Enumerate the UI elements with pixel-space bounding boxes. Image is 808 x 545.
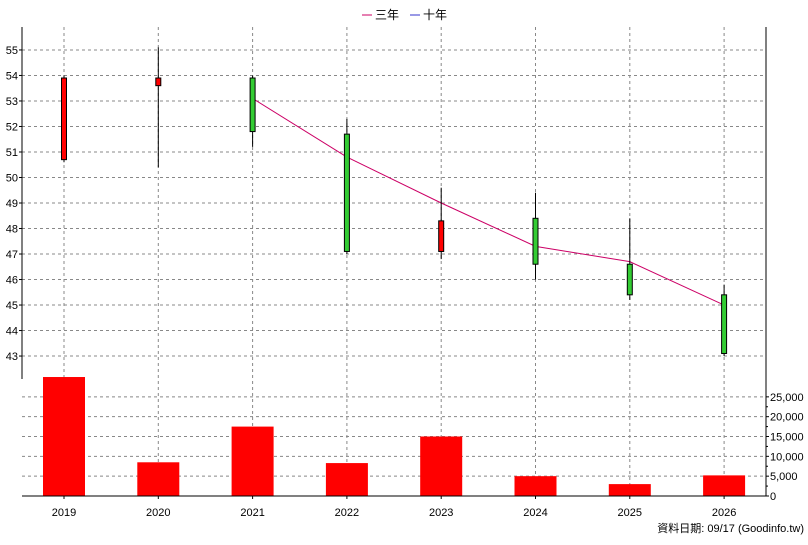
volume-bar-2025	[608, 484, 651, 496]
volume-bar-2020	[137, 462, 180, 496]
moving-average-lines	[252, 97, 725, 306]
price-grid	[22, 27, 766, 496]
legend-label-1: 十年	[423, 8, 447, 22]
volume-bar-2023	[420, 436, 463, 496]
year-tick-label: 2026	[712, 507, 736, 519]
legend-label-0: 三年	[375, 8, 399, 22]
volume-tick-label: 5,000	[770, 471, 798, 483]
year-tick-label: 2021	[240, 507, 264, 519]
volume-tick-label: 25,000	[770, 392, 804, 404]
year-tick-label: 2020	[146, 507, 170, 519]
price-tick-label: 49	[6, 198, 18, 210]
volume-bar-2022	[325, 463, 368, 496]
price-tick-label: 51	[6, 147, 18, 159]
year-tick-label: 2023	[429, 507, 453, 519]
footer-source: 資料日期: 09/17 (Goodinfo.tw)	[657, 521, 804, 535]
candle-body-2025	[626, 263, 633, 296]
volume-bar-2021	[231, 426, 274, 496]
price-tick-label: 55	[6, 45, 18, 57]
price-tick-label: 48	[6, 224, 18, 236]
volume-bar-2026	[703, 475, 746, 496]
volume-bar-2024	[514, 476, 557, 496]
ma-line-0	[252, 97, 725, 306]
candle-body-2019	[61, 77, 67, 161]
volume-axis-ticks: 0 5,000 10,000 15,000 20,000 25,000	[766, 392, 804, 503]
volume-tick-label: 0	[770, 491, 776, 503]
volume-tick-label: 15,000	[770, 432, 804, 444]
candle-body-2020	[155, 77, 162, 87]
candlesticks	[61, 47, 728, 357]
price-tick-label: 43	[6, 351, 18, 363]
price-tick-label: 45	[6, 300, 18, 312]
volume-bar-2019	[43, 377, 85, 496]
candle-body-2024	[532, 217, 539, 265]
axes	[21, 27, 767, 497]
price-axis-ticks: 43 44 45 46 47 48 49 50 51 52 53 54 55	[6, 45, 22, 363]
year-tick-label: 2019	[52, 507, 76, 519]
legend: 三年 十年	[362, 8, 447, 22]
volume-tick-label: 20,000	[770, 412, 804, 424]
candle-body-2026	[721, 294, 728, 354]
price-tick-label: 52	[6, 121, 18, 133]
volume-grid	[22, 396, 766, 477]
price-tick-label: 44	[6, 326, 18, 338]
price-tick-label: 47	[6, 249, 18, 261]
price-tick-label: 46	[6, 275, 18, 287]
year-tick-label: 2022	[335, 507, 359, 519]
candle-body-2023	[438, 220, 445, 252]
price-tick-label: 50	[6, 172, 18, 184]
year-tick-label: 2025	[618, 507, 642, 519]
price-tick-label: 54	[6, 70, 18, 82]
candle-body-2021	[249, 77, 256, 133]
year-tick-label: 2024	[523, 507, 547, 519]
volume-bars	[43, 377, 746, 496]
year-axis-ticks: 2019 2020 2021 2022 2023 2024 2025 2026	[52, 496, 736, 519]
price-tick-label: 53	[6, 96, 18, 108]
volume-tick-label: 10,000	[770, 451, 804, 463]
candle-body-2022	[343, 133, 350, 252]
